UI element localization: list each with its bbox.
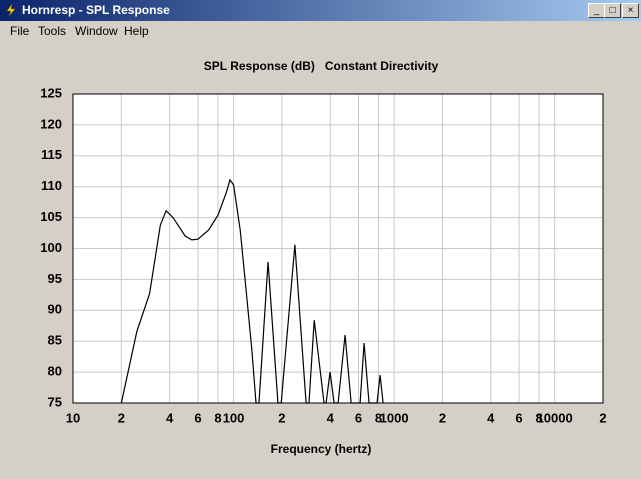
x-tick-label: 8 [214, 410, 221, 425]
app-icon [6, 3, 16, 17]
y-tick-label: 85 [48, 333, 62, 348]
y-tick-label: 125 [40, 85, 62, 100]
close-button[interactable]: × [622, 3, 639, 18]
menu-item[interactable]: Tools [38, 24, 67, 38]
y-tick-label: 90 [48, 302, 62, 317]
y-tick-label: 115 [41, 147, 62, 162]
x-tick-label: 1000 [380, 410, 409, 425]
x-tick-label: 6 [515, 410, 522, 425]
menu-item[interactable]: Window [75, 24, 118, 38]
y-tick-label: 110 [41, 178, 62, 193]
spl-curve [120, 178, 384, 404]
y-tick-label: 75 [48, 394, 62, 409]
maximize-button[interactable]: □ [604, 3, 621, 18]
x-tick-label: 8 [375, 410, 382, 425]
x-tick-label: 4 [166, 410, 174, 425]
title-bar: Hornresp - SPL Response _ □ × [0, 0, 641, 21]
x-tick-label: 2 [599, 410, 606, 425]
x-tick-label: 2 [439, 410, 446, 425]
x-tick-label: 4 [487, 410, 495, 425]
x-tick-label: 6 [194, 410, 201, 425]
x-tick-label: 6 [355, 410, 362, 425]
chart-title: SPL Response (dB) Constant Directivity [204, 59, 439, 73]
y-tick-label: 80 [48, 364, 62, 379]
window-title: Hornresp - SPL Response [22, 3, 170, 17]
x-tick-label: 10 [66, 410, 80, 425]
menu-item[interactable]: Help [124, 24, 149, 38]
menu-item[interactable]: File [10, 24, 30, 38]
x-axis-label: Frequency (hertz) [271, 442, 372, 456]
y-tick-label: 100 [40, 240, 62, 255]
x-tick-label: 10000 [537, 410, 573, 425]
x-tick-label: 8 [535, 410, 542, 425]
x-tick-label: 4 [327, 410, 335, 425]
y-tick-label: 95 [48, 271, 62, 286]
x-tick-label: 2 [118, 410, 125, 425]
y-tick-label: 105 [40, 209, 62, 224]
x-tick-label: 100 [223, 410, 245, 425]
x-tick-label: 2 [278, 410, 285, 425]
y-tick-label: 120 [40, 116, 62, 131]
